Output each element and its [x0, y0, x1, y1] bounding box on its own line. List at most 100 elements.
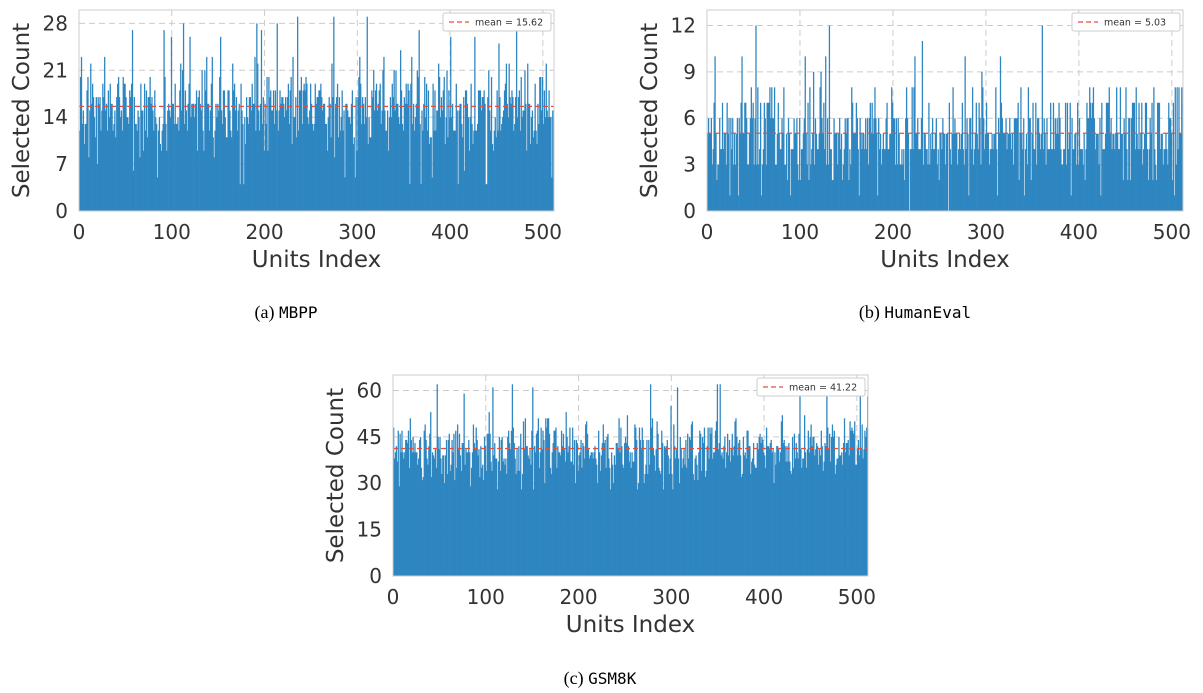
bar [814, 118, 817, 211]
bar [919, 149, 922, 211]
bar [1092, 87, 1095, 211]
bar [588, 458, 591, 576]
bar [1103, 149, 1105, 211]
bar [300, 77, 303, 211]
bar [425, 439, 427, 576]
bar [725, 164, 727, 211]
bar [804, 452, 807, 576]
bar [521, 489, 523, 576]
bar [1015, 118, 1017, 211]
bar [474, 449, 476, 576]
bar [584, 458, 586, 576]
caption-b: (b) HumanEval [859, 302, 971, 323]
bar [533, 489, 535, 576]
bar [960, 133, 963, 211]
bar [690, 424, 693, 576]
bar [1043, 118, 1045, 211]
bar [636, 439, 638, 576]
bar [460, 103, 462, 211]
bar [439, 117, 442, 211]
bar [233, 90, 235, 211]
bar [531, 110, 534, 211]
bar [489, 130, 492, 211]
bar [349, 123, 352, 211]
bar [921, 40, 924, 211]
bar [283, 103, 285, 211]
bar [547, 117, 549, 211]
bar [412, 123, 414, 211]
bar [487, 97, 489, 211]
bar [471, 452, 474, 576]
bar [462, 137, 464, 211]
bar [528, 103, 530, 211]
bar [375, 83, 378, 211]
bar [117, 83, 119, 211]
bar [480, 446, 482, 576]
bar [682, 458, 684, 576]
bar [676, 387, 679, 576]
bar [1128, 118, 1130, 211]
bar [488, 412, 490, 576]
bar [1136, 133, 1138, 211]
bar [929, 164, 931, 211]
bar [194, 117, 196, 211]
bar [430, 137, 432, 211]
bar [260, 30, 263, 211]
bar [990, 149, 992, 211]
y-tick-label: 0 [55, 199, 68, 223]
bar [766, 102, 768, 211]
bar [301, 123, 303, 211]
bar [637, 483, 640, 576]
bar [739, 455, 742, 576]
bar [505, 458, 507, 576]
bar [126, 117, 128, 211]
bar [1147, 180, 1149, 211]
bar [470, 467, 473, 576]
bar [499, 470, 501, 576]
bar [706, 446, 708, 576]
bar [1123, 118, 1125, 211]
bar [744, 452, 746, 576]
bar [234, 110, 237, 211]
bar [989, 149, 991, 211]
bar [752, 458, 754, 576]
bar [458, 433, 461, 576]
bar [1129, 118, 1131, 211]
bar [966, 118, 968, 211]
bar [442, 90, 444, 211]
bar [755, 25, 757, 212]
bar [1036, 164, 1038, 211]
bar [773, 87, 776, 211]
bar [1161, 133, 1163, 211]
bar [461, 443, 463, 576]
bar [209, 110, 212, 211]
bar [565, 412, 567, 576]
bar [826, 164, 828, 211]
bar [1173, 195, 1175, 211]
bar [753, 164, 755, 211]
bar [580, 439, 582, 576]
bar [765, 427, 768, 576]
bar [716, 180, 718, 211]
bar [1062, 164, 1064, 211]
bar [794, 458, 796, 576]
bar [297, 130, 300, 211]
bar [1024, 149, 1027, 211]
bar [332, 97, 334, 211]
bar [724, 133, 726, 211]
bar [753, 464, 756, 576]
bar [456, 110, 458, 211]
bar [809, 87, 811, 211]
bar [833, 430, 835, 576]
bar [696, 464, 698, 576]
bar [600, 455, 603, 576]
bar [827, 427, 829, 576]
bar [530, 117, 533, 211]
bar [983, 118, 985, 211]
bar [139, 157, 141, 211]
bar [202, 130, 204, 211]
bar [834, 133, 836, 211]
bar [190, 117, 192, 211]
bar [984, 149, 986, 211]
bar [401, 123, 404, 211]
